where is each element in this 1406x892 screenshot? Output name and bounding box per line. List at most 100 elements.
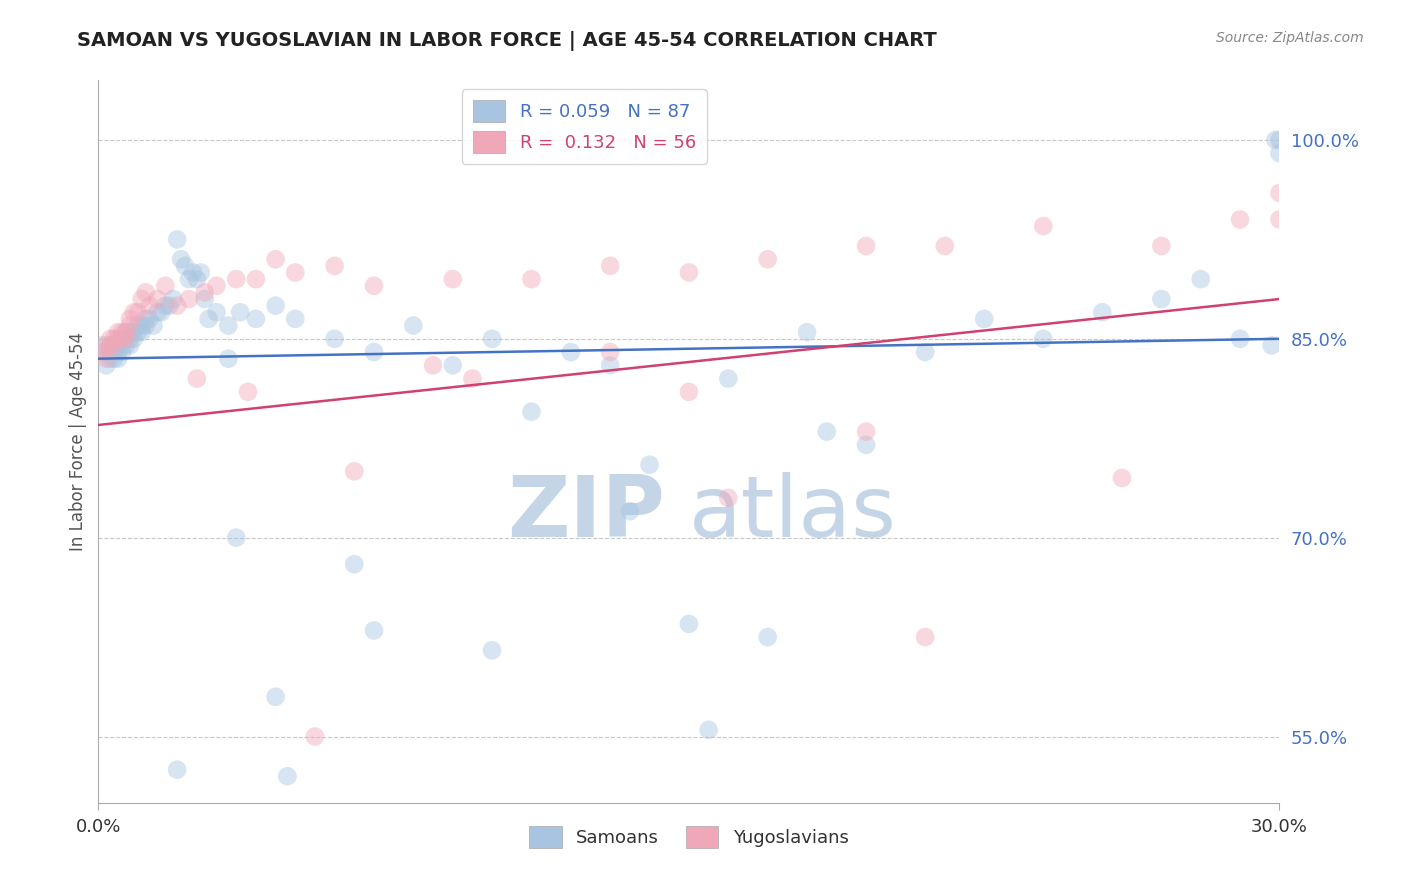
Point [115,325,138,339]
Point [245,312,267,326]
Point [91,345,114,359]
Point [166,299,188,313]
Point [717,491,740,505]
Point [402,318,425,333]
Point [107,338,129,352]
Point [363,345,385,359]
Point [135,312,157,326]
Point [155,278,177,293]
Point [194,292,217,306]
Point [131,325,153,339]
Point [1150,239,1173,253]
Point [107,325,129,339]
Point [217,318,239,333]
Point [1268,212,1291,227]
Point [422,359,444,373]
Point [150,305,173,319]
Point [170,252,193,267]
Point [441,272,464,286]
Legend: Samoans, Yugoslavians: Samoans, Yugoslavians [522,819,856,855]
Point [118,318,141,333]
Point [115,332,138,346]
Point [363,278,385,293]
Point [205,305,228,319]
Point [146,292,169,306]
Point [177,272,200,286]
Point [118,312,141,326]
Point [98,332,121,346]
Point [1229,212,1251,227]
Point [1229,332,1251,346]
Point [678,266,700,280]
Text: Source: ZipAtlas.com: Source: ZipAtlas.com [1216,31,1364,45]
Point [131,292,153,306]
Point [914,630,936,644]
Point [98,351,121,366]
Point [111,338,134,352]
Point [520,405,543,419]
Point [166,232,188,246]
Point [520,272,543,286]
Point [115,325,138,339]
Point [973,312,995,326]
Point [815,425,838,439]
Point [103,338,125,352]
Point [461,371,484,385]
Point [166,763,188,777]
Point [560,345,582,359]
Point [186,371,208,385]
Point [914,345,936,359]
Point [96,351,118,366]
Point [96,338,118,352]
Text: ZIP: ZIP [508,472,665,556]
Point [111,325,134,339]
Point [1032,219,1054,233]
Point [481,332,503,346]
Point [481,643,503,657]
Point [107,351,129,366]
Point [855,425,877,439]
Point [197,312,219,326]
Point [127,325,149,339]
Point [619,504,641,518]
Point [717,371,740,385]
Point [205,278,228,293]
Point [1268,133,1291,147]
Point [323,332,346,346]
Point [264,299,287,313]
Point [236,384,259,399]
Point [107,345,129,359]
Text: SAMOAN VS YUGOSLAVIAN IN LABOR FORCE | AGE 45-54 CORRELATION CHART: SAMOAN VS YUGOSLAVIAN IN LABOR FORCE | A… [77,31,936,51]
Point [135,285,157,300]
Point [194,285,217,300]
Y-axis label: In Labor Force | Age 45-54: In Labor Force | Age 45-54 [69,332,87,551]
Text: atlas: atlas [689,472,897,556]
Point [245,272,267,286]
Point [756,252,779,267]
Point [111,332,134,346]
Point [441,359,464,373]
Point [225,272,247,286]
Point [1189,272,1212,286]
Point [1150,292,1173,306]
Point [855,438,877,452]
Point [284,312,307,326]
Point [304,730,326,744]
Point [103,338,125,352]
Point [98,338,121,352]
Point [138,299,160,313]
Point [146,305,169,319]
Point [1260,338,1282,352]
Point [107,332,129,346]
Point [127,305,149,319]
Point [855,239,877,253]
Point [599,359,621,373]
Point [122,332,145,346]
Point [138,312,160,326]
Point [638,458,661,472]
Point [1032,332,1054,346]
Point [229,305,252,319]
Point [186,272,208,286]
Point [157,299,180,313]
Point [127,318,149,333]
